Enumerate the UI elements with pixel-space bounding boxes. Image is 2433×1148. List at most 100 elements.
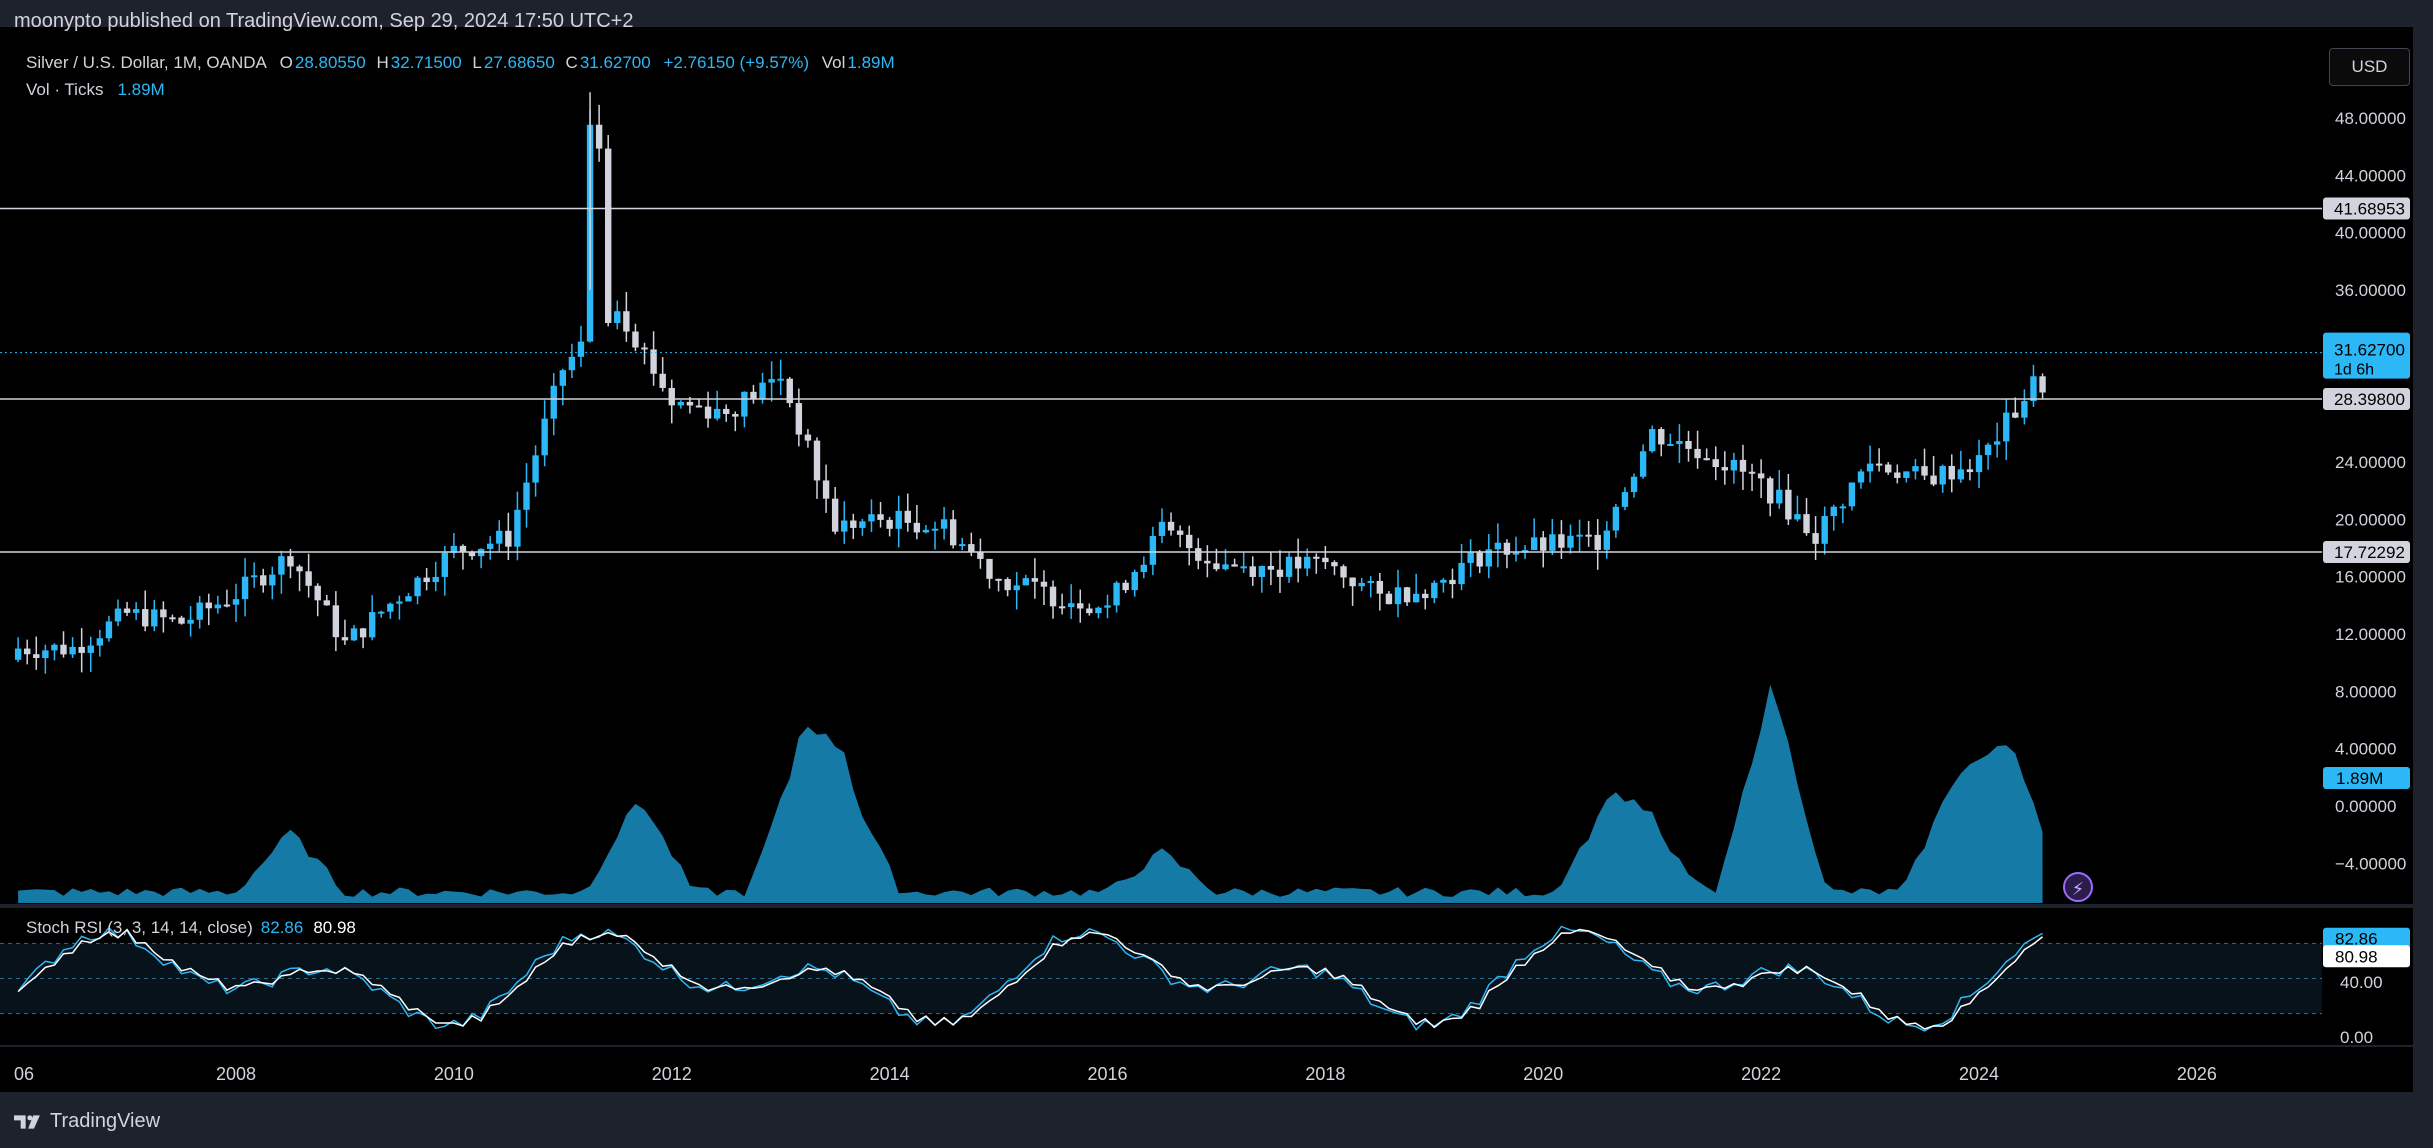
candle-body (759, 382, 766, 399)
price-axis-label: 8.00000 (2335, 682, 2396, 701)
candle-body (114, 608, 122, 622)
candle-body (1848, 482, 1856, 507)
candle-body (1167, 521, 1175, 531)
candle-body (223, 604, 231, 607)
currency-button[interactable]: USD (2329, 48, 2410, 86)
footer-brand[interactable]: TradingView (14, 1110, 160, 1133)
candle-body (1748, 471, 1756, 474)
candle-body (1875, 463, 1883, 466)
level-label: 17.72292 (2334, 543, 2405, 562)
candle-body (568, 356, 576, 371)
lightning-icon[interactable]: ⚡ (2063, 872, 2093, 902)
candle-body (641, 347, 648, 350)
rsi-axis-label: 0.00 (2340, 1028, 2373, 1047)
candle-body (1975, 455, 1983, 473)
candle-body (1603, 530, 1610, 550)
low-label: L (472, 53, 482, 72)
candle-body (1530, 537, 1538, 551)
symbol-title[interactable]: Silver / U.S. Dollar, 1M, OANDA (26, 53, 267, 72)
candle-body (1540, 537, 1547, 551)
candle-body (1785, 489, 1792, 520)
rsi-axis-bg (2323, 945, 2410, 968)
time-axis-label: 2016 (1088, 1064, 1128, 1084)
time-axis-label: 2018 (1305, 1064, 1345, 1084)
candle-body (214, 604, 222, 609)
candle-body (1367, 580, 1374, 583)
candle-body (1422, 593, 1429, 599)
candle-body (1431, 582, 1438, 599)
rsi-axis-label: 82.86 (2335, 930, 2378, 949)
candle-body (423, 577, 430, 583)
rsi-axis-bg (2323, 927, 2410, 950)
price-axis-label: −4.00000 (2335, 854, 2406, 873)
candle-body (1349, 577, 1356, 587)
candle-body (1821, 515, 1828, 544)
price-axis-label: 24.00000 (2335, 453, 2406, 472)
symbol-legend: Silver / U.S. Dollar, 1M, OANDA O 28.8055… (26, 53, 897, 73)
candle-body (1412, 593, 1420, 603)
candle-body (931, 528, 939, 531)
candle-body (1984, 444, 1992, 456)
candle-body (841, 520, 848, 532)
price-axis-label: 4.00000 (2335, 740, 2396, 759)
price-axis-label: 16.00000 (2335, 568, 2406, 587)
candle-body (1912, 466, 1919, 472)
close-label: C (565, 53, 578, 72)
horizontal-levels (0, 207, 2322, 553)
candle-body (1140, 564, 1148, 572)
candle-body (1612, 506, 1620, 531)
candle-body (323, 600, 330, 606)
candle-body (260, 575, 267, 586)
candles (14, 92, 2046, 674)
candle-body (1694, 448, 1701, 459)
stoch-rsi-legend[interactable]: Stoch RSI (3, 3, 14, 14, close) 82.86 80.9… (26, 918, 356, 938)
candle-body (132, 609, 140, 613)
candle-body (1757, 473, 1765, 479)
candle-body (1485, 549, 1492, 567)
candle-body (14, 648, 22, 660)
candle-body (1104, 605, 1111, 608)
candle-body (1476, 552, 1483, 567)
candle-body (1322, 557, 1329, 563)
candle-body (940, 519, 948, 529)
candle-body (1276, 569, 1284, 577)
last-price-bg (2323, 332, 2410, 379)
candle-body (278, 556, 285, 575)
candle-body (78, 646, 85, 653)
candle-body (523, 482, 530, 510)
time-axis: 06 2008 2010 2012 2014 2016 2018 2020 2022 2024 20… (14, 1064, 2217, 1084)
candle-body (350, 628, 358, 641)
candle-body (822, 480, 830, 499)
candle-body (1658, 429, 1665, 445)
price-axis-label: 36.00000 (2335, 281, 2406, 300)
candle-body (1739, 459, 1747, 472)
candle-body (949, 519, 957, 546)
stoch-rsi (0, 925, 2322, 1032)
candle-body (1122, 582, 1129, 591)
level-label-bg (2323, 387, 2410, 410)
level-label: 28.39800 (2334, 390, 2405, 409)
candle-body (1576, 534, 1583, 537)
candle-body (877, 514, 884, 520)
candle-body (1685, 441, 1692, 449)
candle-body (1630, 476, 1638, 493)
candle-body (269, 574, 276, 586)
candle-body (1086, 608, 1093, 614)
footer-brand-label: TradingView (50, 1110, 161, 1132)
level-label-bg (2323, 197, 2410, 220)
candle-body (105, 621, 113, 639)
rsi-axis-label: 40.00 (2340, 973, 2383, 992)
candle-body (1031, 578, 1039, 582)
candle-body (1022, 578, 1029, 586)
candle-body (387, 603, 394, 612)
candle-body (69, 646, 76, 655)
volume-legend[interactable]: Vol · Ticks 1.89M (26, 80, 165, 100)
candle-body (1058, 606, 1066, 609)
candle-body (868, 514, 875, 522)
candle-body (196, 602, 203, 620)
candle-body (1258, 565, 1266, 577)
candle-body (341, 637, 349, 641)
candle-body (677, 401, 685, 406)
candle-body (577, 341, 585, 357)
